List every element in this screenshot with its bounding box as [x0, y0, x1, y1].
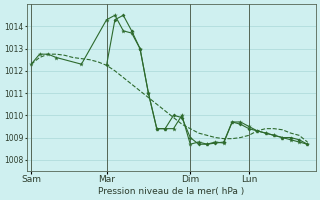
X-axis label: Pression niveau de la mer( hPa ): Pression niveau de la mer( hPa ) [98, 187, 244, 196]
